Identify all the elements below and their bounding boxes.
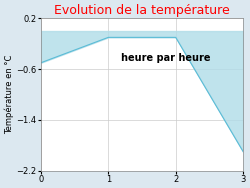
Y-axis label: Température en °C: Température en °C	[4, 55, 14, 134]
Text: heure par heure: heure par heure	[121, 53, 210, 63]
Title: Evolution de la température: Evolution de la température	[54, 4, 230, 17]
